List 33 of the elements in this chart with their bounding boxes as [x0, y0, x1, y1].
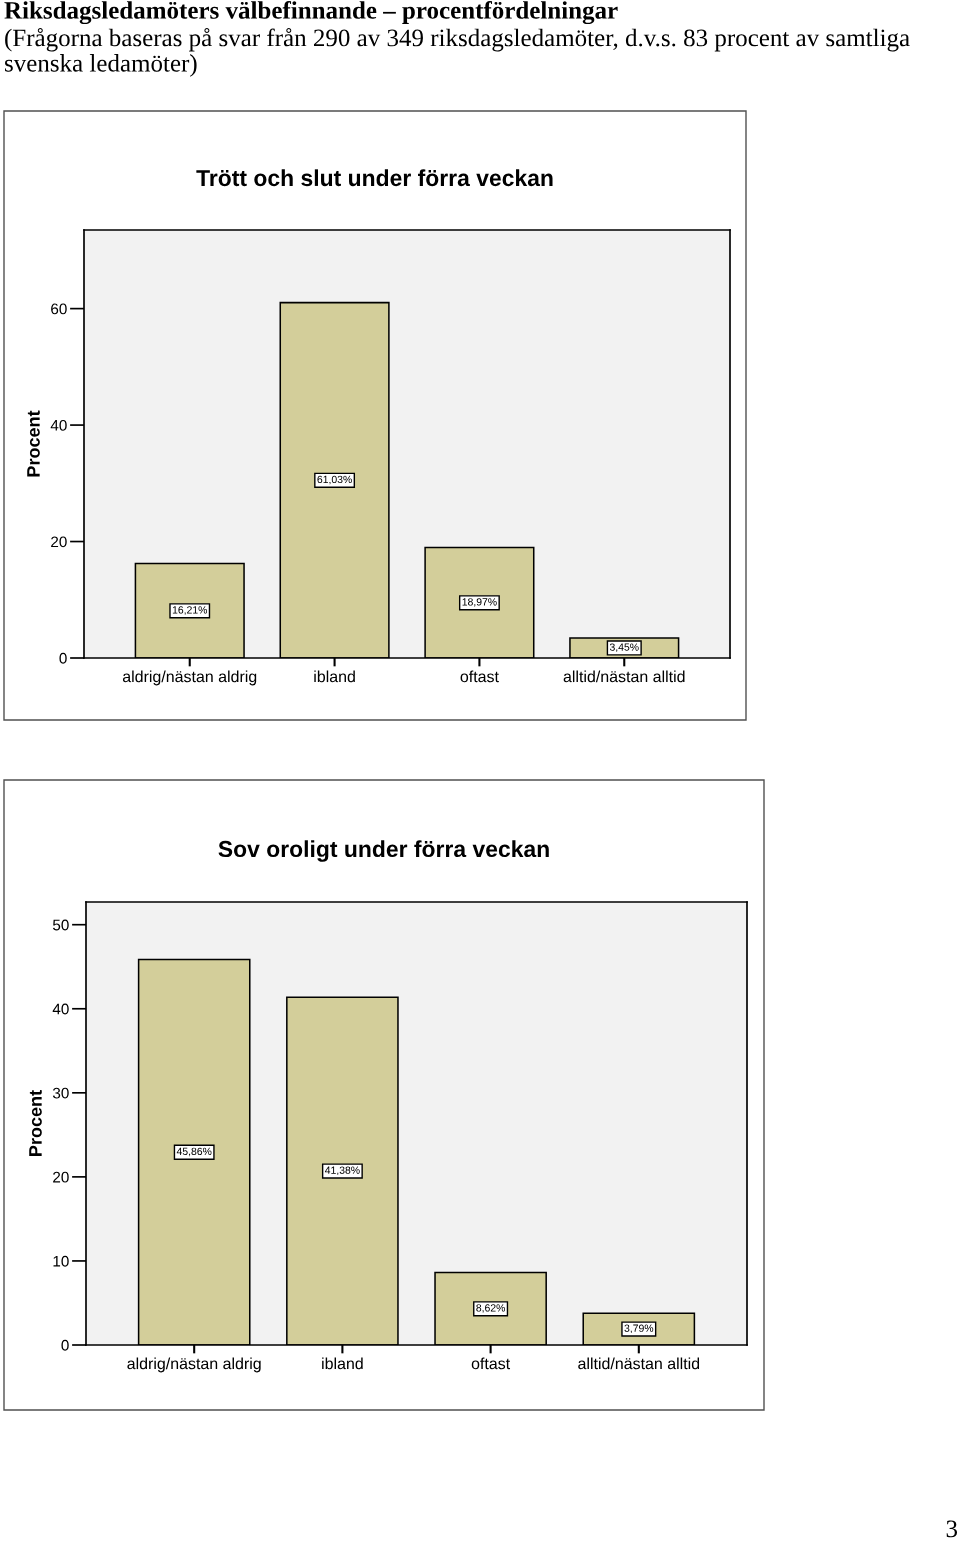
y-tick-label: 0: [61, 1339, 69, 1351]
data-label: 18,97%: [462, 598, 497, 607]
y-tick-label: 20: [51, 536, 67, 548]
x-tick-label: alltid/nästan alltid: [563, 670, 685, 683]
chart-title: Sov oroligt under förra veckan: [218, 840, 549, 862]
y-tick-label: 20: [53, 1171, 69, 1183]
y-tick-label: 60: [51, 303, 67, 315]
y-tick-label: 50: [52, 919, 69, 931]
data-label: 16,21%: [172, 606, 208, 615]
data-label: 3,79%: [624, 1324, 654, 1334]
text: Riksdagsledamöters välbefinnande – procentfördelningar: [4, 1, 618, 25]
x-tick-label: alltid/nästan alltid: [578, 1357, 700, 1370]
x-tick-label: ibland: [322, 1357, 363, 1370]
y-tick-label: 30: [52, 1087, 69, 1099]
data-label: 3,45%: [609, 643, 639, 652]
data-label: 61,03%: [317, 475, 352, 485]
x-tick-label: aldrig/nästan aldrig: [122, 670, 257, 686]
y-axis-title: Procent: [27, 410, 40, 477]
x-tick-label: aldrig/nästan aldrig: [127, 1357, 261, 1373]
text: (Frågorna baseras på svar från 290 av 349 riksdagsledamöter, d.v.s. 83 procent av samtliga svenska ledamöter): [5, 28, 910, 77]
x-tick-label: oftast: [460, 670, 499, 683]
data-label: 45,86%: [176, 1147, 212, 1157]
y-tick-label: 40: [50, 419, 67, 431]
y-tick-label: 40: [52, 1003, 69, 1015]
data-label: 8,62%: [476, 1304, 505, 1313]
x-tick-label: ibland: [314, 670, 355, 683]
text: 3: [946, 1520, 958, 1538]
y-tick-label: 10: [53, 1255, 69, 1267]
chart-title: Trött och slut under förra veckan: [196, 169, 553, 187]
x-tick-label: oftast: [471, 1357, 511, 1370]
y-tick-label: 0: [59, 652, 67, 664]
data-label: 41,38%: [324, 1166, 360, 1176]
y-axis-title: Procent: [29, 1090, 42, 1156]
